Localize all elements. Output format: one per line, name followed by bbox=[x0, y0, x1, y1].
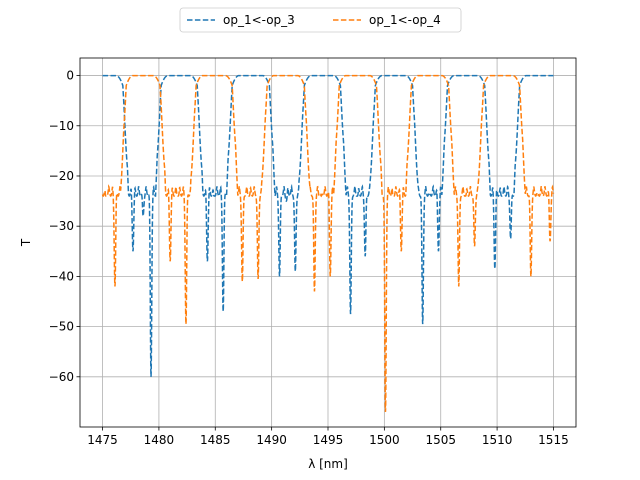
y-tick-label: −50 bbox=[49, 320, 74, 334]
x-tick-label: 1475 bbox=[87, 433, 118, 447]
y-tick-label: −40 bbox=[49, 269, 74, 283]
series-layer bbox=[101, 74, 555, 412]
ticks: 1475 1480 1485 1490 1495 1500 1505 1510 1515 0 −10… bbox=[49, 69, 569, 447]
legend-box bbox=[179, 7, 462, 33]
y-tick-label: −10 bbox=[49, 119, 74, 133]
x-tick-label: 1510 bbox=[482, 433, 513, 447]
y-tick-label: 0 bbox=[66, 69, 74, 83]
y-axis-label: T bbox=[19, 238, 33, 247]
legend-label-1: op_1<-op_3 bbox=[223, 13, 295, 27]
x-tick-label: 1490 bbox=[256, 433, 287, 447]
x-tick-label: 1480 bbox=[144, 433, 175, 447]
legend-label-2: op_1<-op_4 bbox=[369, 13, 441, 27]
x-tick-label: 1485 bbox=[200, 433, 231, 447]
legend: op_1<-op_3 op_1<-op_4 bbox=[179, 7, 462, 33]
series-line-1 bbox=[102, 74, 554, 377]
series-line-2 bbox=[101, 74, 555, 412]
y-tick-label: −30 bbox=[49, 219, 74, 233]
x-tick-label: 1515 bbox=[538, 433, 569, 447]
x-tick-label: 1505 bbox=[425, 433, 456, 447]
x-tick-label: 1500 bbox=[369, 433, 400, 447]
x-tick-label: 1495 bbox=[313, 433, 344, 447]
y-tick-label: −60 bbox=[49, 370, 74, 384]
x-axis-label: λ [nm] bbox=[308, 457, 348, 471]
y-tick-label: −20 bbox=[49, 169, 74, 183]
